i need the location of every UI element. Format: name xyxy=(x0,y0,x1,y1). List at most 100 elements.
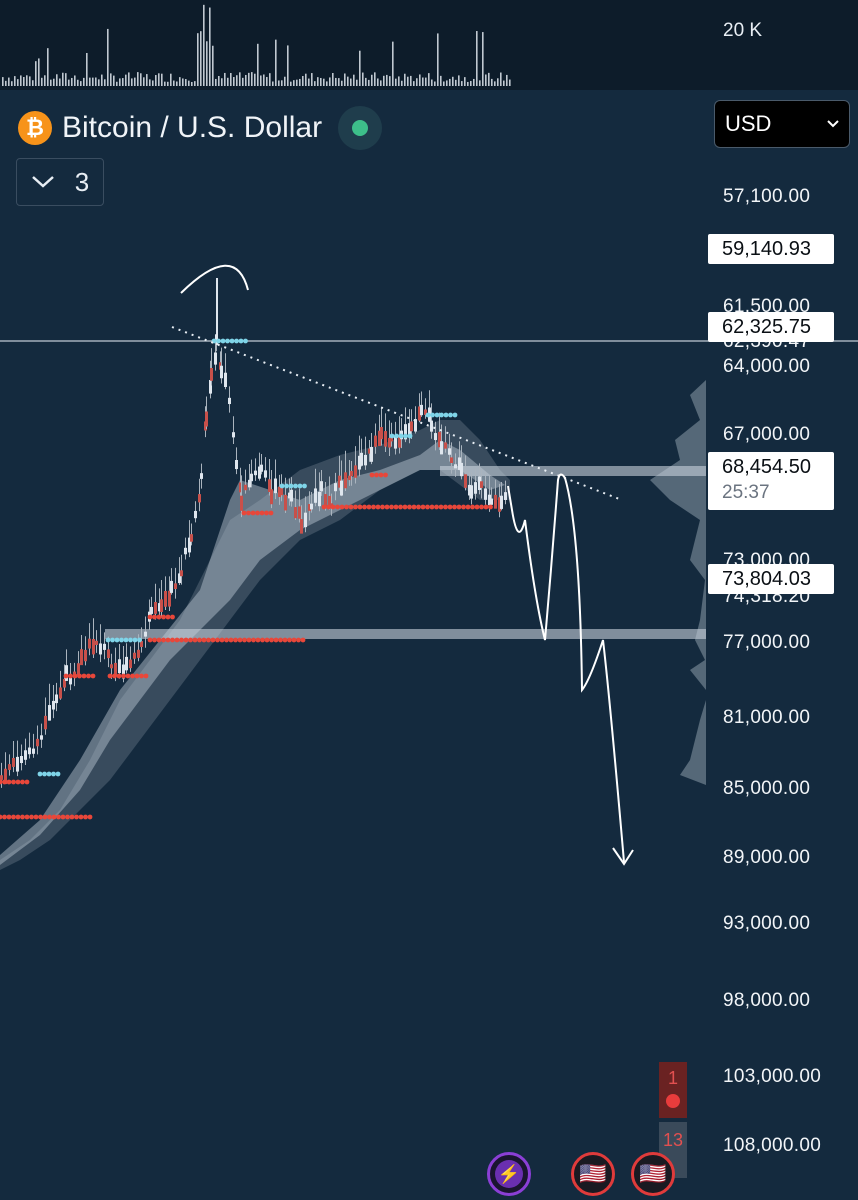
signal-dot xyxy=(233,637,238,643)
signal-dot xyxy=(112,673,117,679)
signal-dot xyxy=(215,637,220,643)
signal-dot xyxy=(416,504,421,510)
volume-bar xyxy=(233,77,235,86)
candle-body xyxy=(248,479,251,488)
volume-bar xyxy=(398,76,400,86)
signal-dot xyxy=(443,412,449,418)
volume-bar xyxy=(41,77,43,86)
candle-body xyxy=(174,583,177,590)
currency-select[interactable]: USD xyxy=(714,100,850,148)
volume-bar xyxy=(143,77,145,86)
volume-bar xyxy=(506,74,508,86)
volume-bar xyxy=(161,73,163,86)
level-zone-77000 xyxy=(105,629,706,639)
volume-bar xyxy=(80,81,82,86)
candle-body xyxy=(184,547,187,555)
volume-bar xyxy=(407,76,409,86)
volume-bar xyxy=(416,78,418,86)
signal-dot xyxy=(438,504,444,510)
signal-dot xyxy=(161,637,166,643)
candle-body xyxy=(232,432,235,438)
signal-dot xyxy=(344,504,349,510)
price-tick: 61,500.00 xyxy=(723,296,811,317)
volume-bar xyxy=(20,75,22,86)
candle-body xyxy=(260,464,263,472)
candle-body xyxy=(384,431,387,447)
indicators-collapse-button[interactable]: 3 xyxy=(16,158,104,206)
volume-bar xyxy=(383,75,385,86)
volume-bar xyxy=(224,72,226,86)
candle-body xyxy=(408,423,411,438)
candle-body xyxy=(294,507,297,519)
volume-bar xyxy=(8,77,10,86)
candle-body xyxy=(250,473,253,482)
signal-dot xyxy=(362,504,367,510)
us-economic-event-button[interactable]: 🇺🇸 xyxy=(631,1152,675,1196)
signal-dot xyxy=(60,814,66,820)
candle-body xyxy=(354,465,357,478)
signal-dot xyxy=(83,814,88,820)
volume-bar xyxy=(209,7,211,86)
volume-bar xyxy=(359,50,361,86)
volume-bar xyxy=(242,77,244,86)
signal-dot xyxy=(188,637,193,643)
volume-bar xyxy=(140,73,142,86)
signal-dot xyxy=(6,779,12,785)
volume-bar xyxy=(107,28,109,86)
signal-dot xyxy=(357,504,363,510)
signal-dot xyxy=(47,814,52,820)
indicator-count: 3 xyxy=(74,166,90,197)
signal-dot xyxy=(114,637,120,643)
candle-body xyxy=(198,494,201,503)
signal-dot xyxy=(288,483,294,489)
symbol-title[interactable]: Bitcoin / U.S. Dollar xyxy=(62,111,323,144)
volume-bar xyxy=(65,73,67,86)
signal-dot xyxy=(452,504,457,510)
signal-dot xyxy=(366,504,372,510)
candle-body xyxy=(235,459,238,470)
volume-bar xyxy=(146,74,148,86)
candle-body xyxy=(103,643,106,650)
candle-body xyxy=(188,537,191,553)
us-economic-event-button[interactable]: 🇺🇸 xyxy=(571,1152,615,1196)
volume-bar xyxy=(50,79,52,86)
signal-dot xyxy=(448,412,453,418)
us-flag-icon: 🇺🇸 xyxy=(639,1161,667,1186)
signal-dot xyxy=(119,637,124,643)
candle-body xyxy=(284,494,287,511)
candlesticks xyxy=(0,278,507,788)
market-status-indicator[interactable] xyxy=(338,106,383,150)
signal-dot xyxy=(29,814,34,820)
candle-body xyxy=(44,715,47,730)
signal-dot xyxy=(210,637,216,643)
volume-bar xyxy=(269,73,271,86)
alerts-badge[interactable]: 1 xyxy=(659,1062,687,1118)
volume-bar xyxy=(92,77,94,86)
volume-bar xyxy=(317,77,319,86)
volume-bar xyxy=(356,79,358,86)
signal-dot xyxy=(139,673,144,679)
signal-dot xyxy=(130,673,135,679)
signal-dot xyxy=(273,637,279,643)
signal-dot xyxy=(192,637,198,643)
bolt-button[interactable]: ⚡ xyxy=(487,1152,531,1196)
signal-dot xyxy=(465,504,471,510)
volume-bar xyxy=(509,79,511,86)
volume-bar xyxy=(296,79,298,86)
signal-dot xyxy=(291,637,297,643)
signal-dot xyxy=(0,779,3,785)
volume-bar xyxy=(470,81,472,86)
volume-bar xyxy=(257,43,259,86)
volume-bar xyxy=(440,75,442,86)
candle-body xyxy=(118,659,121,674)
signal-dot xyxy=(147,637,153,643)
volume-bar xyxy=(29,76,31,86)
signal-dot xyxy=(220,338,226,344)
candle-body xyxy=(498,497,501,512)
candle-body xyxy=(464,474,467,488)
candle-body xyxy=(340,480,343,496)
volume-bar xyxy=(482,32,484,86)
candle-body xyxy=(430,420,433,432)
signal-dot xyxy=(470,504,475,510)
